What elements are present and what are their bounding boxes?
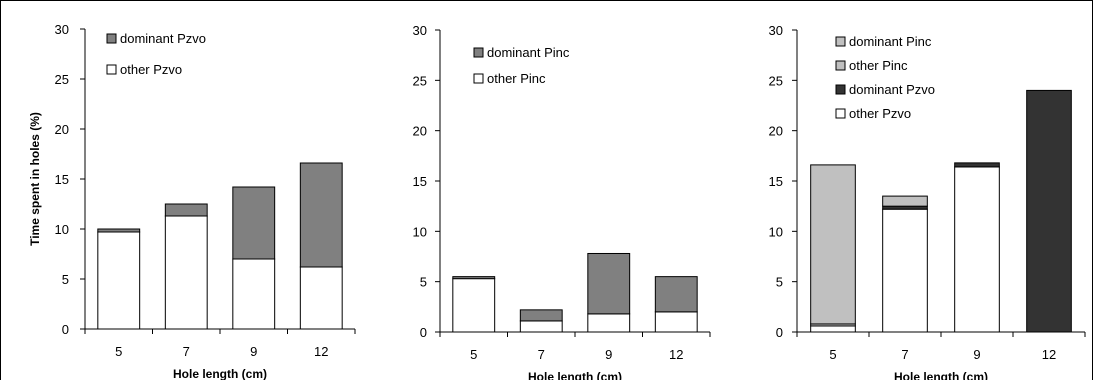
bar-segment-other-pinc [452,278,496,333]
y-tick-label: 30 [55,22,69,37]
legend-label: dominant Pzvo [849,82,935,97]
legend-swatch [106,64,117,75]
y-axis-label: Time spent in holes (%) [28,112,42,246]
legend-swatch [835,84,846,95]
y-tick-label: 25 [55,72,69,87]
y-tick-label: 10 [55,222,69,237]
x-tick-label: 9 [973,347,980,362]
legend-label: dominant Pinc [487,45,570,60]
x-tick-label: 7 [538,347,545,362]
y-tick-label: 20 [413,124,427,139]
y-tick-label: 30 [769,23,783,38]
legend-label: other Pzvo [120,62,182,77]
bar-segment-dominant-pzvo [164,203,208,217]
legend-swatch [473,73,484,84]
bar-segment-dominant-pinc [654,276,698,313]
bar-segment-other-pinc [654,311,698,333]
y-tick-label: 5 [420,275,427,290]
legend-swatch [106,33,117,44]
y-tick-label: 15 [769,174,783,189]
y-tick-label: 5 [776,275,783,290]
x-tick-label: 9 [605,347,612,362]
bar-segment-dominant-pinc [587,252,631,315]
y-tick-label: 20 [55,122,69,137]
bar-segment-other-pzvo [164,215,208,330]
y-tick-label: 0 [62,322,69,337]
x-tick-label: 7 [901,347,908,362]
x-axis-label: Hole length (cm) [528,370,622,380]
y-tick-label: 0 [776,325,783,340]
y-tick-label: 15 [413,174,427,189]
legend-swatch [835,36,846,47]
x-tick-label: 5 [470,347,477,362]
x-tick-label: 12 [1042,347,1056,362]
y-tick-label: 5 [62,272,69,287]
y-tick-label: 20 [769,124,783,139]
bar-segment-dominant-pzvo [232,186,276,260]
bar-segment-other-pzvo [232,258,276,330]
bar-segment-dominant-pzvo [1026,89,1072,333]
x-tick-label: 12 [669,347,683,362]
x-axis-label: Hole length (cm) [894,370,988,380]
legend-swatch [835,108,846,119]
x-tick-label: 12 [314,344,328,359]
bar-segment-other-pinc [587,313,631,333]
bar-segment-other-pzvo [299,266,343,330]
y-tick-label: 30 [413,23,427,38]
bar-segment-dominant-pzvo [299,162,343,268]
legend-label: other Pinc [849,58,908,73]
y-tick-label: 25 [413,73,427,88]
legend-swatch [835,60,846,71]
y-tick-label: 15 [55,172,69,187]
bar-segment-other-pzvo [97,231,141,330]
bar-segment-dominant-pzvo [97,228,141,233]
legend-label: dominant Pzvo [120,31,206,46]
y-tick-label: 10 [413,224,427,239]
bar-segment-other-pzvo [954,166,1000,333]
bar-segment-dominant-pinc [452,276,496,280]
y-tick-label: 10 [769,224,783,239]
x-tick-label: 9 [250,344,257,359]
y-tick-label: 0 [420,325,427,340]
bar-segment-dominant-pzvo [954,162,1000,168]
legend-swatch [473,47,484,58]
bar-segment-dominant-pinc [810,164,856,325]
bar-segment-other-pinc [882,195,928,207]
y-tick-label: 25 [769,73,783,88]
bar-segment-other-pzvo [882,208,928,333]
bar-segment-other-pzvo [810,325,856,333]
x-axis-label: Hole length (cm) [173,367,267,380]
x-tick-label: 5 [115,344,122,359]
legend-label: dominant Pinc [849,34,932,49]
x-tick-label: 5 [829,347,836,362]
x-tick-label: 7 [183,344,190,359]
legend-label: other Pzvo [849,106,911,121]
bar-segment-other-pinc [519,320,563,333]
legend-label: other Pinc [487,71,546,86]
bar-segment-dominant-pinc [519,309,563,322]
